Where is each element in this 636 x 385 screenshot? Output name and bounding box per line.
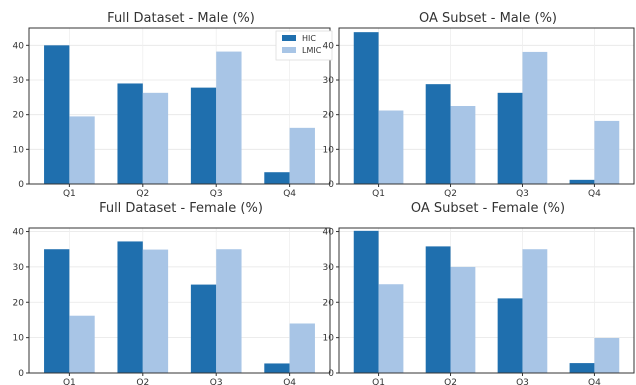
panel-title: Full Dataset - Female (%): [99, 201, 263, 216]
y-tick-label: 20: [13, 111, 25, 121]
panel-title: OA Subset - Female (%): [411, 201, 565, 216]
x-tick-label: Q1: [372, 189, 385, 199]
x-tick-label: Q2: [136, 378, 149, 385]
bar-hic-q3: [497, 298, 523, 373]
y-tick-label: 20: [323, 111, 335, 121]
bar-lmic-q2: [450, 106, 476, 184]
y-tick-label: 0: [328, 180, 334, 190]
x-tick-label: Q4: [283, 378, 296, 385]
x-tick-label: Q4: [588, 189, 601, 199]
bar-lmic-q1: [378, 110, 404, 184]
y-tick-label: 10: [13, 334, 25, 344]
x-tick-label: Q2: [136, 189, 149, 199]
x-tick-label: Q4: [588, 378, 601, 385]
y-tick-label: 30: [323, 263, 335, 273]
bar-lmic-q1: [378, 284, 404, 373]
legend-swatch-hic: [282, 35, 296, 41]
y-tick-label: 40: [13, 41, 25, 51]
y-tick-label: 10: [323, 334, 335, 344]
bar-hic-q1: [353, 230, 379, 373]
y-tick-label: 10: [323, 145, 335, 155]
x-tick-label: Q2: [444, 189, 457, 199]
bar-lmic-q4: [289, 127, 315, 184]
bar-hic-q3: [497, 92, 523, 184]
bar-hic-q3: [190, 87, 217, 184]
y-tick-label: 20: [13, 298, 25, 308]
bar-lmic-q3: [522, 51, 548, 184]
bar-lmic-q3: [216, 249, 242, 373]
plot-frame: [338, 227, 635, 374]
y-tick-label: 40: [323, 41, 335, 51]
bar-hic-q2: [425, 84, 451, 184]
panel-full-male: Full Dataset - Male (%) 0 10 20 30 40 Q1 Q2 Q3 Q…: [13, 11, 333, 199]
bar-hic-q4: [264, 363, 290, 373]
bar-hic-q2: [117, 83, 143, 184]
bar-lmic-q2: [142, 92, 169, 184]
bar-hic-q1: [353, 32, 379, 184]
y-tick-label: 30: [13, 263, 25, 273]
panel-full-female: Full Dataset - Female (%) 0 10 20 30 40 Q1 Q2 Q…: [13, 201, 331, 385]
x-tick-label: Q3: [516, 189, 529, 199]
y-tick-label: 0: [328, 369, 334, 379]
bar-lmic-q3: [216, 51, 242, 184]
bar-lmic-q1: [69, 315, 95, 373]
bar-hic-q4: [264, 172, 290, 184]
bar-lmic-q2: [450, 266, 476, 373]
x-tick-label: Q3: [210, 189, 223, 199]
x-tick-label: Q1: [372, 378, 385, 385]
x-tick-label: Q2: [444, 378, 457, 385]
legend: HIC LMIC: [275, 30, 333, 61]
panel-oa-female: OA Subset - Female (%) 0 10 20 30 40 Q1 Q2 Q3 Q4: [323, 201, 635, 385]
bar-hic-q1: [44, 249, 70, 373]
x-tick-label: Q4: [283, 189, 296, 199]
legend-swatch-lmic: [282, 47, 296, 53]
bar-hic-q1: [44, 45, 70, 185]
bar-hic-q2: [117, 241, 143, 373]
panel-title: Full Dataset - Male (%): [107, 11, 255, 26]
x-tick-label: Q1: [63, 189, 76, 199]
y-tick-label: 30: [323, 76, 335, 86]
y-tick-label: 40: [13, 228, 25, 238]
panel-oa-male: OA Subset - Male (%) 0 10 20 30 40 Q1 Q2 Q3 Q4: [323, 11, 635, 199]
bar-lmic-q1: [69, 116, 95, 184]
x-tick-label: Q3: [210, 378, 223, 385]
plot-frame: [338, 27, 635, 185]
legend-label-hic: HIC: [302, 34, 316, 43]
bar-lmic-q2: [142, 249, 169, 373]
bar-hic-q2: [425, 246, 451, 373]
x-tick-label: Q1: [63, 378, 76, 385]
panel-title: OA Subset - Male (%): [419, 11, 557, 26]
legend-label-lmic: LMIC: [302, 46, 322, 55]
bar-hic-q3: [190, 284, 217, 373]
y-tick-label: 30: [13, 76, 25, 86]
bar-hic-q4: [569, 179, 595, 184]
y-tick-label: 0: [18, 369, 24, 379]
y-tick-label: 20: [323, 298, 335, 308]
plot-frame: [28, 227, 331, 374]
bar-lmic-q3: [522, 249, 548, 373]
y-tick-label: 10: [13, 145, 25, 155]
x-tick-label: Q3: [516, 378, 529, 385]
bar-lmic-q4: [594, 337, 620, 373]
y-tick-label: 40: [323, 228, 335, 238]
bar-lmic-q4: [594, 120, 620, 184]
y-tick-label: 0: [18, 180, 24, 190]
bar-hic-q4: [569, 363, 595, 373]
bar-lmic-q4: [289, 323, 315, 373]
plot-frame: [28, 27, 331, 185]
